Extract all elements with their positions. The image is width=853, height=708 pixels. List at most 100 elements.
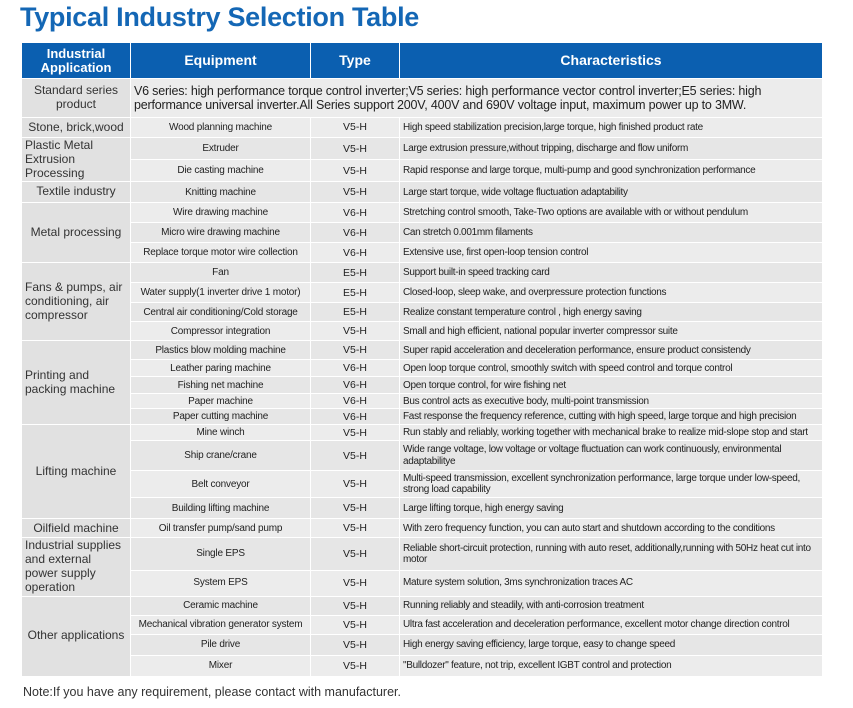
equipment-cell: Water supply(1 inverter drive 1 motor) [130,282,311,304]
table-row: Mixer V5-H "Bulldozer" feature, not trip, … [22,654,823,677]
type-cell: E5-H [310,282,400,304]
equipment-cell: Leather paring machine [130,359,311,378]
equipment-cell: Single EPS [130,537,311,571]
equipment-cell: Central air conditioning/Cold storage [130,302,311,323]
table-row: Die casting machine V5-H Rapid response an… [22,159,823,183]
table-row: Pile drive V5-H High energy saving efficie… [22,633,823,656]
equipment-cell: Wire drawing machine [130,202,311,224]
type-cell: E5-H [310,262,400,284]
table-row: Replace torque motor wire collection V6-H… [22,242,823,264]
characteristics-cell: Wide range voltage, low voltage or volta… [399,440,823,472]
application-cell: Industrial supplies and external power s… [21,537,131,597]
equipment-cell: Fan [130,262,311,284]
table-row: Compressor integration V5-H Small and high… [22,321,823,342]
application-cell: Textile industry [21,181,131,204]
equipment-cell: Die casting machine [130,159,311,183]
header-equipment: Equipment [130,42,311,79]
page-title: Typical Industry Selection Table [20,2,419,32]
characteristics-cell: Run stably and reliably, working togethe… [399,424,823,442]
table-row: Belt conveyor V5-H Multi-speed transmissio… [22,470,823,499]
equipment-cell: Paper cutting machine [130,408,311,426]
type-cell: V6-H [310,408,400,426]
characteristics-cell: Realize constant temperature control , h… [399,302,823,323]
table-row: Micro wire drawing machine V6-H Can stretc… [22,222,823,244]
characteristics-cell: "Bulldozer" feature, not trip, excellent… [399,654,823,677]
application-cell: Fans & pumps, air conditioning, air comp… [21,262,131,342]
application-cell: Lifting machine [21,424,131,520]
type-cell: V5-H [310,117,400,138]
equipment-cell: Building lifting machine [130,497,311,520]
standard-series-description: V6 series: high performance torque contr… [130,78,823,118]
table-row: Mechanical vibration generator system V5-… [22,614,823,635]
characteristics-cell: Mature system solution, 3ms synchronizat… [399,569,823,597]
table-row: Leather paring machine V6-H Open loop torq… [22,359,823,378]
characteristics-cell: Bus control acts as executive body, mult… [399,393,823,410]
equipment-cell: Paper machine [130,393,311,410]
equipment-cell: Ceramic machine [130,595,311,616]
characteristics-cell: Super rapid acceleration and deceleratio… [399,340,823,361]
characteristics-cell: High speed stabilization precision,large… [399,117,823,138]
type-cell: V6-H [310,222,400,244]
table-row: Building lifting machine V5-H Large liftin… [22,497,823,520]
characteristics-cell: Running reliably and steadily, with anti… [399,595,823,616]
type-cell: V5-H [310,614,400,635]
type-cell: V5-H [310,470,400,499]
table-row: Oilfield machine Oil transfer pump/sand p… [21,518,823,539]
application-cell: Metal processing [21,202,131,264]
table-row: System EPS V5-H Mature system solution, 3m… [22,569,823,597]
equipment-cell: Belt conveyor [130,470,311,499]
characteristics-cell: Fast response the frequency reference, c… [399,408,823,426]
equipment-cell: Wood planning machine [130,117,311,138]
table-row: Ship crane/crane V5-H Wide range voltage, … [22,440,823,472]
equipment-cell: Plastics blow molding machine [130,340,311,361]
application-cell: Other applications [21,595,131,677]
type-cell: V5-H [310,595,400,616]
characteristics-cell: High energy saving efficiency, large tor… [399,633,823,656]
table-row: Printing and packing machine Plastics blo… [21,340,823,426]
table-row: Metal processing Wire drawing machine V6-H… [21,202,823,264]
equipment-cell: Compressor integration [130,321,311,342]
header-characteristics: Characteristics [399,42,823,79]
type-cell: V5-H [310,159,400,183]
equipment-cell: Micro wire drawing machine [130,222,311,244]
table-row: Plastic Metal Extrusion Processing Extrud… [21,136,823,183]
table-row: Stone, brick,wood Wood planning machine V5… [21,117,823,138]
equipment-cell: Knitting machine [130,181,311,204]
table-row: Fans & pumps, air conditioning, air comp… [21,262,823,342]
characteristics-cell: Small and high efficient, national popul… [399,321,823,342]
equipment-cell: Mechanical vibration generator system [130,614,311,635]
characteristics-cell: Closed-loop, sleep wake, and overpressur… [399,282,823,304]
type-cell: V5-H [310,569,400,597]
characteristics-cell: Large extrusion pressure,without trippin… [399,136,823,161]
application-cell: Standard series product [21,78,131,118]
characteristics-cell: Support built-in speed tracking card [399,262,823,284]
type-cell: V6-H [310,376,400,395]
standard-series-row: Standard series product V6 series: high … [21,78,823,118]
application-cell: Stone, brick,wood [21,117,131,138]
table-row: Paper machine V6-H Bus control acts as exe… [22,393,823,410]
type-cell: V5-H [310,136,400,161]
table-row: Water supply(1 inverter drive 1 motor) E5… [22,282,823,304]
characteristics-cell: Extensive use, first open-loop tension c… [399,242,823,264]
characteristics-cell: Open torque control, for wire fishing ne… [399,376,823,395]
characteristics-cell: Stretching control smooth, Take-Two opti… [399,202,823,224]
type-cell: V5-H [310,654,400,677]
characteristics-cell: Large lifting torque, high energy saving [399,497,823,520]
equipment-cell: Oil transfer pump/sand pump [130,518,311,539]
equipment-cell: Fishing net machine [130,376,311,395]
header-application: Industrial Application [21,42,131,79]
application-cell: Plastic Metal Extrusion Processing [21,136,131,183]
equipment-cell: System EPS [130,569,311,597]
table-header-row: Industrial Application Equipment Type Ch… [21,42,823,79]
type-cell: V6-H [310,242,400,264]
type-cell: V6-H [310,202,400,224]
table-row: Fishing net machine V6-H Open torque contr… [22,376,823,395]
equipment-cell: Pile drive [130,633,311,656]
type-cell: E5-H [310,302,400,323]
equipment-cell: Mixer [130,654,311,677]
characteristics-cell: Ultra fast acceleration and deceleration… [399,614,823,635]
type-cell: V5-H [310,321,400,342]
type-cell: V5-H [310,181,400,204]
application-cell: Printing and packing machine [21,340,131,426]
